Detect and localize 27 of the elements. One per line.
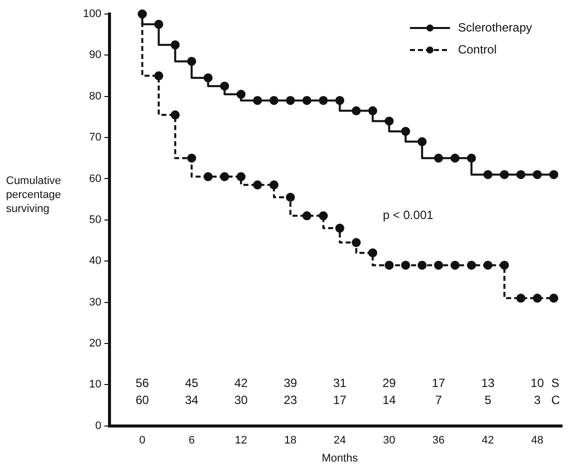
y-tick-label: 30 <box>89 296 102 308</box>
x-tick-label: 12 <box>234 434 248 446</box>
y-tick-label: 10 <box>89 378 102 391</box>
x-tick-label: 48 <box>531 434 544 446</box>
x-tick-label: 36 <box>432 434 445 446</box>
annotation: p < 0.001 <box>382 208 434 222</box>
y-axis-title: Cumulative percentage surviving <box>6 175 62 216</box>
legend-label: Control <box>458 42 497 56</box>
x-tick-label: 30 <box>383 434 396 446</box>
y-tick-label: 60 <box>89 172 102 185</box>
y-tick-label: 100 <box>82 8 102 20</box>
y-tick-label: 40 <box>89 255 102 268</box>
x-axis-title: Months <box>322 452 358 465</box>
text: 56 45 42 39 31 29 17 13 10 S <box>136 376 560 390</box>
y-tick-label: 90 <box>89 49 102 62</box>
x-tick-label: 42 <box>482 434 494 446</box>
legend-label: Sclerotherapy <box>458 20 532 34</box>
x-tick-label: 0 <box>139 434 146 446</box>
y-tick-label: 50 <box>89 214 102 226</box>
y-tick-label: 80 <box>89 90 102 102</box>
text: 60 34 30 23 17 14 7 5 3 C <box>136 393 560 408</box>
y-tick-label: 0 <box>95 420 102 432</box>
y-tick-label: 20 <box>89 337 102 350</box>
x-tick-label: 18 <box>284 434 297 446</box>
x-tick-label: 6 <box>188 434 195 446</box>
y-tick-label: 70 <box>89 132 102 144</box>
x-tick-label: 24 <box>334 434 346 446</box>
